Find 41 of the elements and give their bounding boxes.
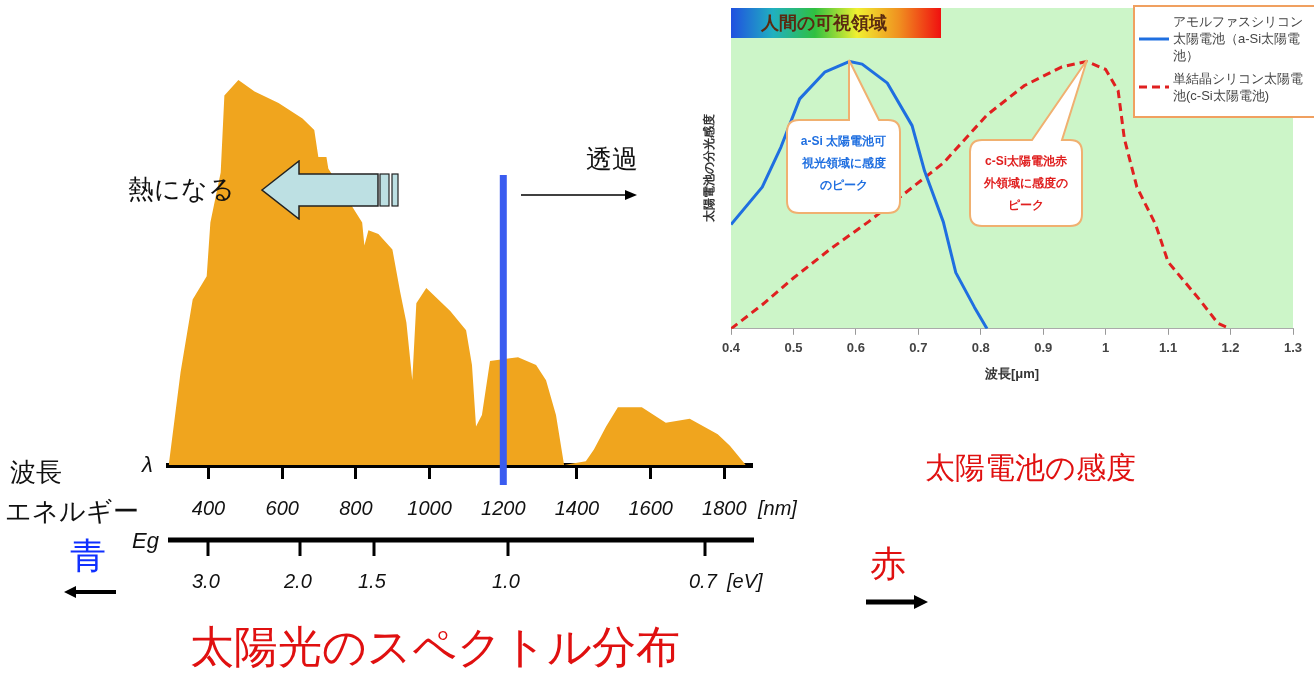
- x-tick-label: 0.4: [721, 340, 741, 356]
- x-axis-title: [nm]: [757, 496, 798, 519]
- text: 0.7: [689, 570, 717, 593]
- x-tick-label: 0.6: [846, 340, 865, 356]
- x-tick-label: 0.7: [909, 340, 928, 356]
- x-tick-label: 1800: [702, 496, 747, 519]
- x-tick-label: 1: [1102, 340, 1110, 356]
- text: λ: [142, 452, 153, 478]
- legend-label: アモルファスシリコン太陽電池（a-Si太陽電池）: [1173, 13, 1304, 64]
- text: 1.5: [358, 570, 386, 593]
- x-tick-label: 1400: [554, 496, 600, 519]
- x-tick-label: 1000: [407, 496, 452, 519]
- text: 波長: [10, 456, 62, 489]
- x-tick-label: 1200: [481, 496, 526, 519]
- text: 赤: [870, 542, 906, 586]
- x-axis-title: 波長[μm]: [983, 365, 1040, 381]
- x-tick-label: 0.5: [784, 340, 803, 356]
- x-tick-label: 1.3: [1283, 340, 1303, 356]
- x-tick-label: 400: [191, 496, 226, 519]
- text: 2.0: [284, 570, 312, 593]
- x-tick-label: 800: [339, 496, 373, 519]
- x-tick-label: 1600: [628, 496, 673, 519]
- text: 人間の可視領域: [731, 8, 941, 38]
- text: 1.0: [492, 570, 520, 593]
- text: Eg: [132, 528, 159, 554]
- x-tick-label: 1.2: [1221, 340, 1240, 356]
- y-axis-title: 太陽電池の分光感度: [701, 114, 716, 224]
- text: 太陽電池の感度: [925, 450, 1136, 486]
- x-tick-label: 1.1: [1159, 340, 1178, 356]
- x-tick-label: 600: [265, 496, 299, 519]
- text: 青: [70, 534, 106, 578]
- text: 太陽光のスペクトル分布: [190, 621, 680, 673]
- x-tick-label: 0.9: [1034, 340, 1053, 356]
- annotation: a-Si 太陽電池可視光領域に感度のピーク: [799, 133, 888, 194]
- x-tick-label: 0.8: [971, 340, 990, 356]
- annotation: c-Si太陽電池赤外領域に感度のピーク: [983, 153, 1069, 214]
- text: 3.0: [192, 570, 220, 593]
- annotation: 透過: [586, 143, 638, 176]
- legend-label: 単結晶シリコン太陽電池(c-Si太陽電池): [1173, 70, 1304, 104]
- text: [eV]: [727, 570, 763, 593]
- text: エネルギー: [5, 495, 139, 528]
